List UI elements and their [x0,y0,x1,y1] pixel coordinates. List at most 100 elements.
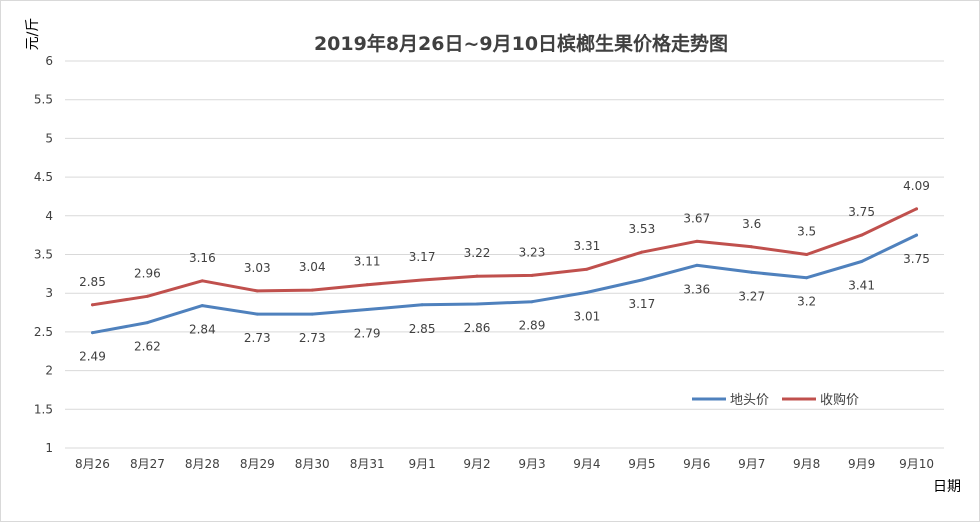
chart-title: 2019年8月26日~9月10日槟榔生果价格走势图 [314,32,728,55]
y-tick-label: 5.5 [34,93,53,107]
data-label: 3.17 [409,250,436,264]
data-point [145,294,149,298]
y-tick-label: 1 [45,441,53,455]
gridlines [65,60,944,449]
data-point [475,302,479,306]
x-axis-ticks: 8月26 8月27 8月28 8月29 8月30 8月31 9月1 9月2 9月3 9月4 9月5 9… [75,457,934,471]
data-label: 2.84 [189,323,216,337]
series-lines [90,207,919,335]
data-point [200,279,204,283]
data-point [915,207,919,211]
data-point [365,283,369,287]
data-label: 3.22 [464,246,491,260]
data-point [310,288,314,292]
data-label: 3.04 [299,260,326,274]
x-tick-label: 9月7 [738,457,765,471]
x-tick-label: 9月4 [573,457,600,471]
data-label: 3.75 [903,252,930,266]
data-point [145,321,149,325]
x-tick-label: 9月10 [899,457,934,471]
data-label: 3.27 [738,289,765,303]
data-labels: 2.49 2.62 2.84 2.73 2.73 2.79 2.85 2.86 2.89 3.01… [79,179,930,364]
data-point [915,233,919,237]
x-axis-title: 日期 [933,479,961,495]
data-point [750,270,754,274]
data-label: 2.85 [79,275,106,289]
y-tick-label: 5 [45,131,53,145]
data-label: 3.03 [244,261,271,275]
x-tick-label: 9月6 [683,457,710,471]
data-point [640,278,644,282]
y-tick-label: 3 [45,286,53,300]
y-tick-label: 3.5 [34,248,53,262]
x-tick-label: 9月8 [793,457,820,471]
series-line-1 [91,233,918,335]
x-tick-label: 8月26 [75,457,110,471]
y-axis-ticks: 1 1.5 2 2.5 3 3.5 4 4.5 5 5.5 6 [34,54,53,455]
data-point [475,274,479,278]
data-label: 2.85 [409,322,436,336]
y-axis-title: 元/斤 [25,18,41,51]
y-tick-label: 2 [45,364,53,378]
data-label: 4.09 [903,179,930,193]
data-point [530,300,534,304]
data-point [750,245,754,249]
data-label: 2.62 [134,340,161,354]
legend-item-label: 地头价 [730,393,769,408]
data-label: 3.6 [742,217,761,231]
data-point [695,239,699,243]
data-point [90,331,94,335]
data-point [805,276,809,280]
data-point [255,289,259,293]
data-label: 3.2 [797,295,816,309]
data-label: 3.41 [848,278,875,292]
legend-item-label: 收购价 [820,392,859,408]
data-point [805,253,809,256]
data-point [695,263,699,267]
data-label: 3.5 [797,225,816,239]
data-label: 3.01 [574,309,601,323]
data-point [200,304,204,308]
data-label: 2.49 [79,350,106,364]
y-tick-label: 4.5 [34,170,53,184]
data-point [365,307,369,311]
x-tick-label: 8月31 [350,457,385,471]
data-label: 3.53 [628,222,655,236]
x-tick-label: 8月30 [295,457,330,471]
data-point [420,303,424,307]
x-tick-label: 9月2 [463,457,490,471]
data-label: 2.79 [354,326,381,340]
data-label: 2.73 [299,331,326,345]
data-point [310,312,314,316]
data-label: 3.67 [683,211,710,225]
x-tick-label: 8月29 [240,457,275,471]
series-line-2 [91,207,918,307]
data-point [585,267,589,271]
y-tick-label: 1.5 [34,402,53,416]
data-point [420,278,424,282]
x-tick-label: 9月5 [628,457,655,471]
data-label: 2.89 [519,319,546,333]
data-point [860,233,864,237]
data-label: 3.23 [519,245,546,259]
y-tick-label: 4 [45,209,53,223]
x-tick-label: 9月1 [408,457,435,471]
x-tick-label: 8月27 [130,457,165,471]
data-point [90,303,94,307]
y-tick-label: 6 [45,54,53,68]
legend: 地头价 收购价 [692,392,859,408]
y-tick-label: 2.5 [34,325,53,339]
x-tick-label: 8月28 [185,457,220,471]
data-point [640,250,644,254]
data-point [530,273,534,277]
data-label: 3.31 [574,239,601,253]
x-tick-label: 9月9 [848,457,875,471]
x-tick-label: 9月3 [518,457,545,471]
data-point [585,290,589,294]
data-label: 2.73 [244,331,271,345]
data-point [860,259,864,263]
data-label: 3.75 [848,205,875,219]
data-label: 2.96 [134,266,161,280]
